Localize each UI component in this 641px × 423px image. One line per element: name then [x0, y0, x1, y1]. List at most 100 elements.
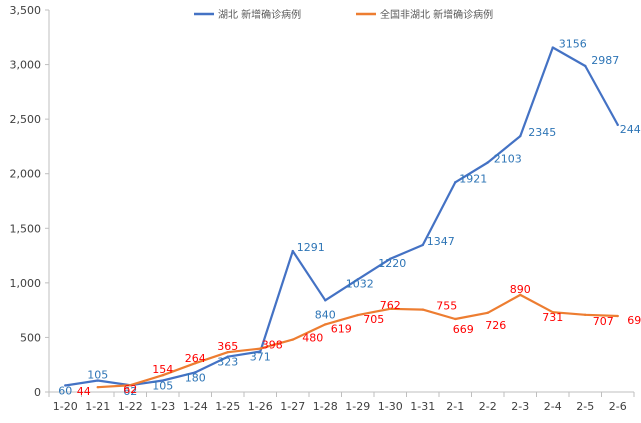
- data-point: [584, 64, 587, 68]
- data-point: [551, 311, 554, 314]
- data-point: [194, 361, 197, 365]
- data-label: 154: [152, 363, 173, 376]
- data-point: [519, 134, 522, 138]
- data-label: 669: [453, 323, 474, 336]
- data-label: 696: [627, 314, 641, 327]
- data-label: 264: [185, 352, 206, 365]
- series-line-1: [65, 46, 619, 387]
- data-point: [551, 46, 554, 49]
- x-tick-label: 2-4: [544, 400, 562, 413]
- data-label: 726: [485, 319, 506, 332]
- data-point: [64, 384, 67, 387]
- data-point: [519, 293, 522, 297]
- x-tick-label: 1-25: [215, 400, 240, 413]
- x-tick-label: 2-1: [446, 400, 464, 413]
- data-label: 1032: [346, 277, 374, 290]
- x-tick-label: 2-5: [576, 400, 594, 413]
- legend-label: 湖北 新增确诊病例: [218, 8, 301, 21]
- x-tick-label: 1-23: [150, 400, 175, 413]
- data-label: 105: [152, 380, 173, 393]
- data-label: 762: [380, 299, 401, 312]
- data-point: [389, 257, 392, 261]
- data-point: [96, 385, 99, 389]
- data-label: 705: [363, 313, 384, 326]
- data-label: 398: [262, 339, 283, 352]
- data-label: 2103: [494, 152, 522, 165]
- data-label: 44: [77, 385, 91, 398]
- data-point: [356, 313, 359, 317]
- x-tick-label: 1-28: [313, 400, 338, 413]
- legend-label: 全国非湖北 新增确诊病例: [380, 8, 493, 21]
- data-label: 2345: [528, 126, 556, 139]
- data-label: 1220: [378, 257, 406, 270]
- data-label: 105: [87, 369, 108, 382]
- x-tick-label: 1-24: [183, 400, 208, 413]
- y-tick-label: 3,500: [10, 4, 42, 17]
- data-point: [259, 350, 262, 353]
- x-tick-label: 1-22: [118, 400, 143, 413]
- data-point: [454, 317, 457, 321]
- data-label: 365: [217, 340, 238, 353]
- data-label: 62: [123, 383, 137, 396]
- x-tick-label: 1-21: [85, 400, 110, 413]
- data-point: [356, 278, 359, 281]
- data-point: [486, 161, 489, 164]
- data-label: 1921: [459, 172, 487, 185]
- data-label: 323: [217, 356, 238, 369]
- data-label: 707: [593, 315, 614, 328]
- data-label: 2987: [591, 54, 619, 67]
- data-point: [616, 314, 619, 318]
- data-label: 755: [436, 300, 457, 313]
- data-point: [161, 379, 164, 382]
- data-point: [389, 307, 392, 311]
- data-label: 480: [302, 332, 323, 345]
- data-label: 62: [123, 385, 137, 398]
- data-point: [616, 123, 619, 127]
- x-tick-label: 1-26: [248, 400, 273, 413]
- y-tick-label: 0: [34, 386, 41, 399]
- data-point: [226, 350, 229, 354]
- data-point: [454, 181, 457, 184]
- data-point: [324, 323, 327, 326]
- data-point: [421, 308, 424, 311]
- x-tick-label: 1-27: [280, 400, 305, 413]
- y-tick-label: 1,500: [10, 222, 42, 235]
- data-point: [291, 249, 294, 253]
- x-tick-label: 2-2: [479, 400, 497, 413]
- data-label: 2447: [620, 123, 641, 136]
- x-tick-label: 2-6: [609, 400, 627, 413]
- data-point: [486, 311, 489, 314]
- data-label: 1291: [297, 241, 325, 254]
- data-label: 731: [542, 311, 563, 324]
- x-tick-label: 1-29: [345, 400, 370, 413]
- data-point: [259, 347, 262, 350]
- data-label: 371: [250, 351, 271, 364]
- y-tick-label: 2,500: [10, 113, 42, 126]
- data-point: [161, 373, 164, 377]
- data-label: 890: [510, 283, 531, 296]
- data-point: [291, 338, 294, 341]
- y-tick-label: 1,000: [10, 277, 42, 290]
- data-label: 619: [331, 322, 352, 335]
- data-label: 3156: [559, 38, 587, 51]
- y-tick-label: 500: [20, 331, 41, 344]
- data-point: [584, 313, 587, 317]
- data-label: 1347: [427, 235, 455, 248]
- data-label: 840: [315, 308, 336, 321]
- data-point: [324, 299, 327, 302]
- data-point: [421, 243, 424, 247]
- data-point: [226, 355, 229, 358]
- data-label: 60: [58, 384, 72, 397]
- y-tick-label: 2,000: [10, 168, 42, 181]
- x-tick-label: 2-3: [511, 400, 529, 413]
- data-label: 180: [185, 371, 206, 384]
- x-tick-label: 1-20: [53, 400, 78, 413]
- data-point: [194, 371, 197, 374]
- y-tick-label: 3,000: [10, 59, 42, 72]
- data-point: [129, 384, 132, 387]
- series-line-2: [97, 293, 618, 389]
- x-tick-label: 1-30: [378, 400, 403, 413]
- data-point: [96, 379, 99, 382]
